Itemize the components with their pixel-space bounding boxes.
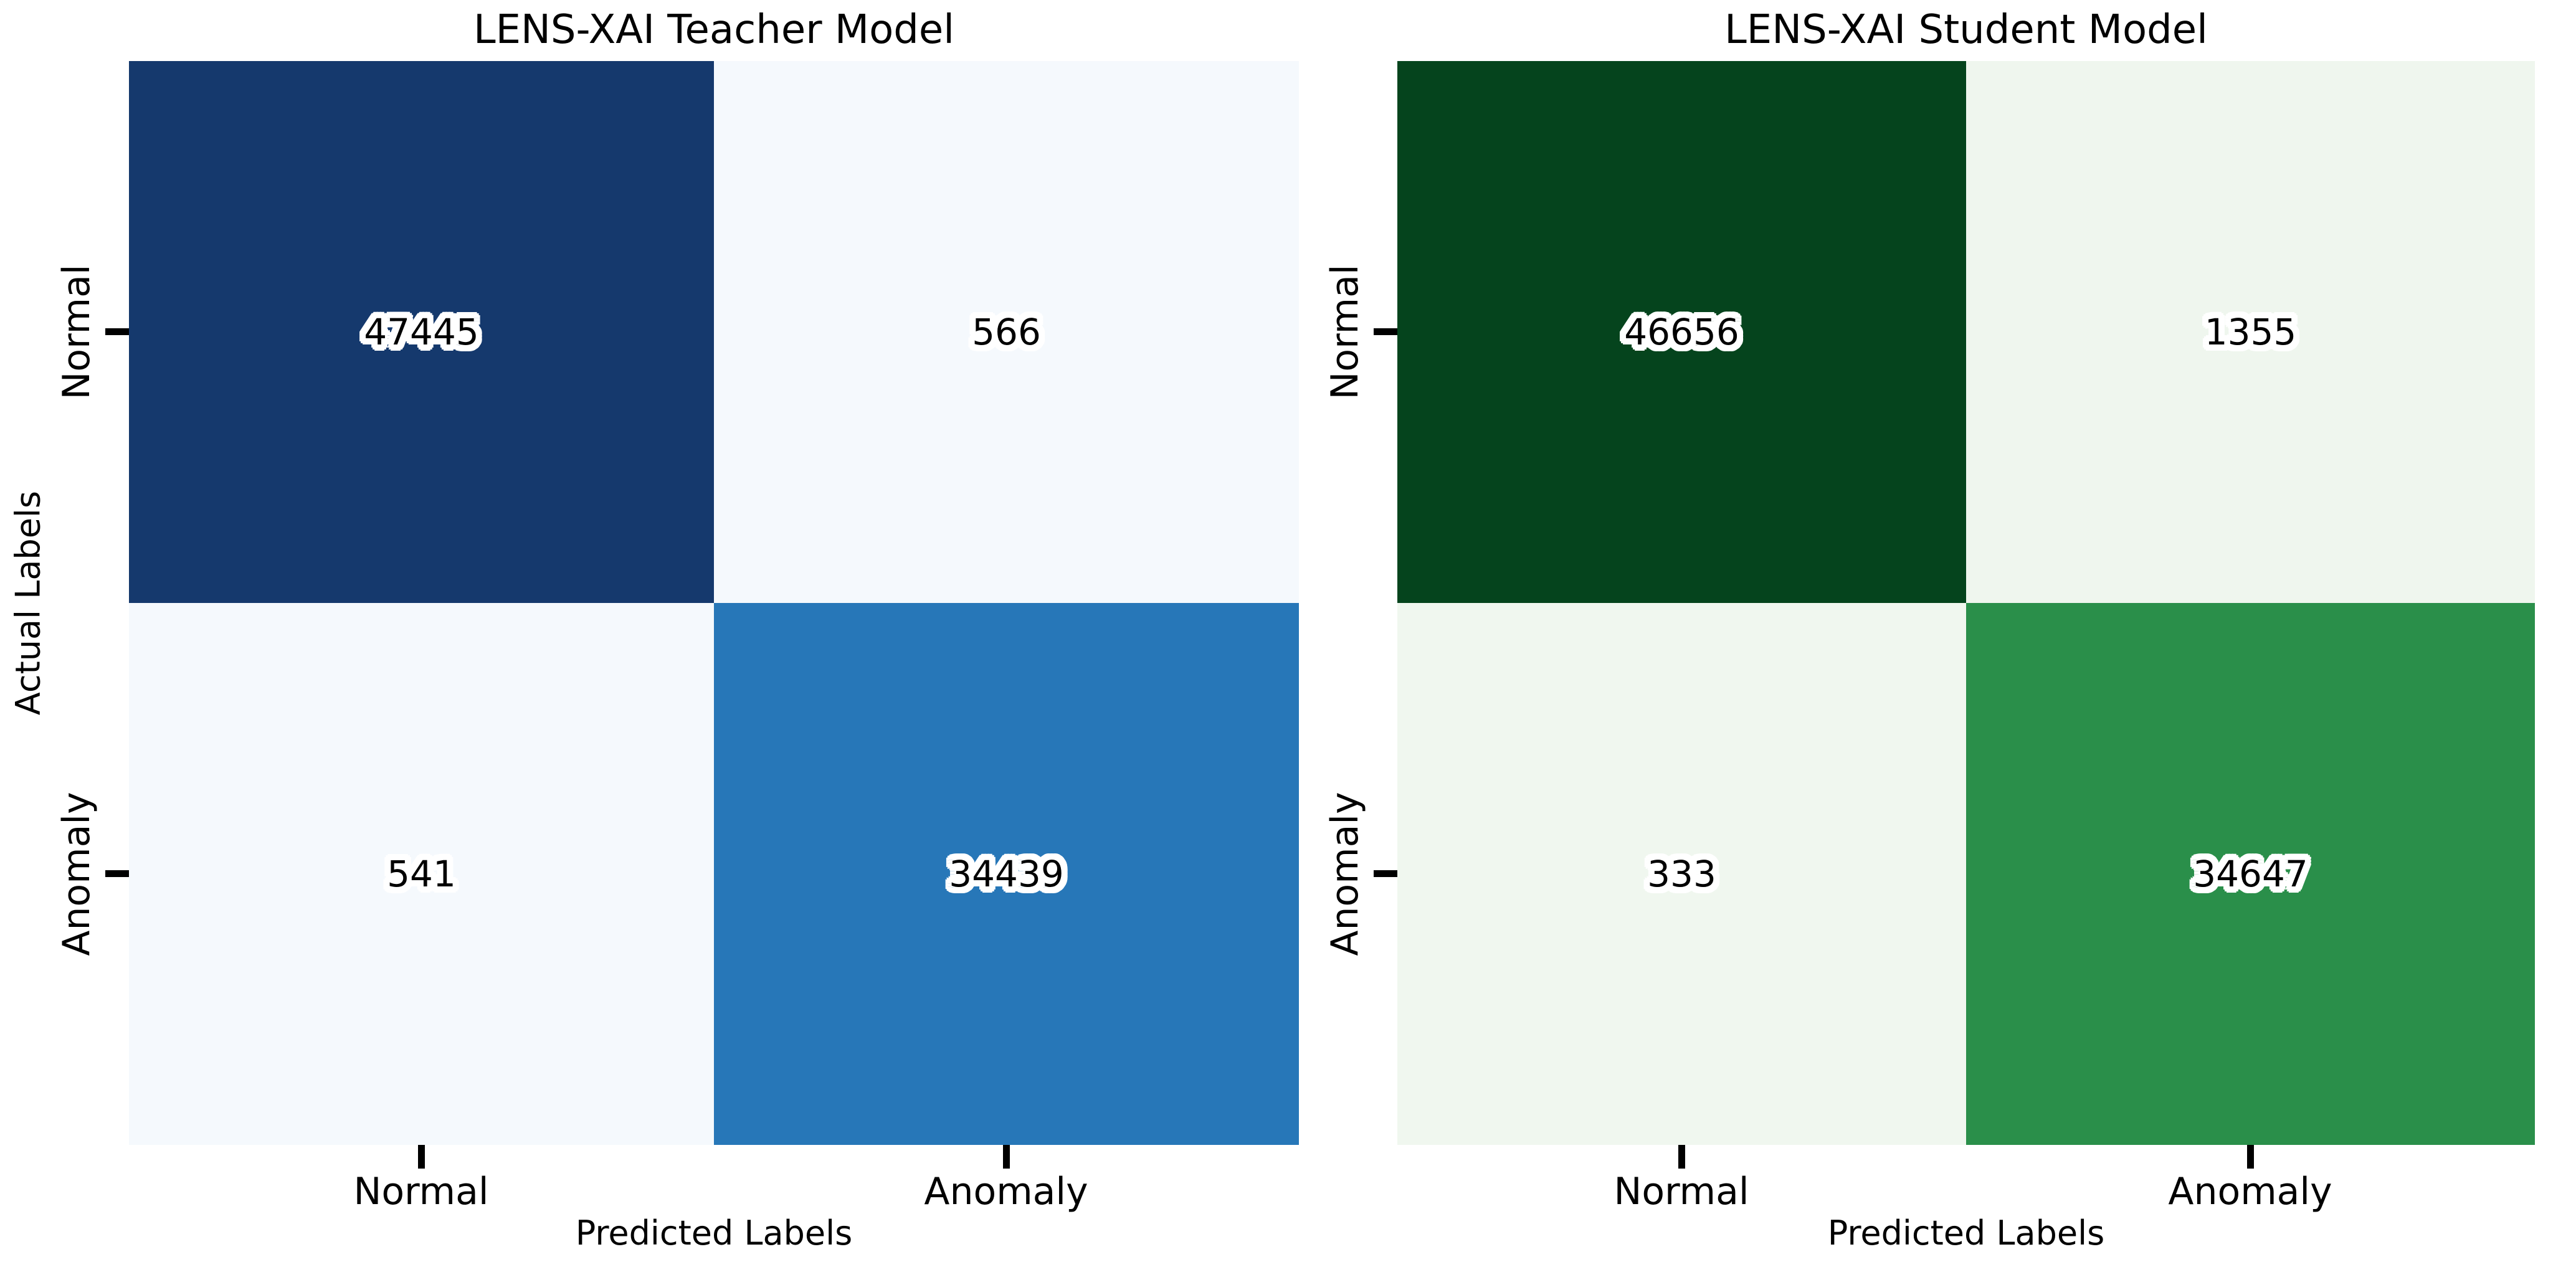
student-cell-normal-anomaly: 1355 (1966, 61, 2535, 603)
teacher-cell-normal-anomaly: 566 (714, 61, 1299, 603)
teacher-heatmap: 47445 566 541 34439 (129, 61, 1299, 1145)
student-panel-title: LENS-XAI Student Model (1724, 7, 2208, 53)
teacher-ytick-normal-mark (105, 328, 129, 335)
teacher-xtick-anomaly-mark (1003, 1145, 1010, 1169)
cell-value: 34439 (949, 853, 1064, 895)
teacher-cell-normal-normal: 47445 (129, 61, 714, 603)
student-xtick-label-normal: Normal (1614, 1170, 1749, 1213)
cell-value: 1355 (2204, 311, 2297, 353)
student-ytick-label-anomaly: Anomaly (1323, 792, 1367, 956)
student-ytick-anomaly-mark (1374, 870, 1397, 877)
teacher-panel-title: LENS-XAI Teacher Model (473, 7, 955, 53)
student-xtick-anomaly-mark (2247, 1145, 2254, 1169)
teacher-ytick-label-anomaly: Anomaly (55, 792, 98, 956)
student-xtick-label-anomaly: Anomaly (2168, 1170, 2332, 1213)
teacher-predicted-labels-axis-title: Predicted Labels (575, 1213, 853, 1253)
actual-labels-axis-title: Actual Labels (8, 490, 48, 716)
teacher-cell-anomaly-normal: 541 (129, 603, 714, 1145)
student-cell-normal-normal: 46656 (1397, 61, 1966, 603)
student-ytick-normal-mark (1374, 328, 1397, 335)
cell-value: 47445 (364, 311, 479, 353)
teacher-xtick-label-anomaly: Anomaly (924, 1170, 1088, 1213)
student-cell-anomaly-normal: 333 (1397, 603, 1966, 1145)
student-heatmap: 46656 1355 333 34647 (1397, 61, 2535, 1145)
student-cell-anomaly-anomaly: 34647 (1966, 603, 2535, 1145)
cell-value: 46656 (1624, 311, 1739, 353)
teacher-cell-anomaly-anomaly: 34439 (714, 603, 1299, 1145)
student-xtick-normal-mark (1678, 1145, 1685, 1169)
teacher-ytick-anomaly-mark (105, 870, 129, 877)
teacher-xtick-label-normal: Normal (353, 1170, 489, 1213)
teacher-xtick-normal-mark (418, 1145, 425, 1169)
cell-value: 566 (972, 311, 1041, 353)
cell-value: 333 (1647, 853, 1716, 895)
teacher-ytick-label-normal: Normal (55, 264, 98, 400)
student-ytick-label-normal: Normal (1323, 264, 1367, 400)
cell-value: 34647 (2193, 853, 2308, 895)
cell-value: 541 (387, 853, 456, 895)
student-predicted-labels-axis-title: Predicted Labels (1827, 1213, 2105, 1253)
